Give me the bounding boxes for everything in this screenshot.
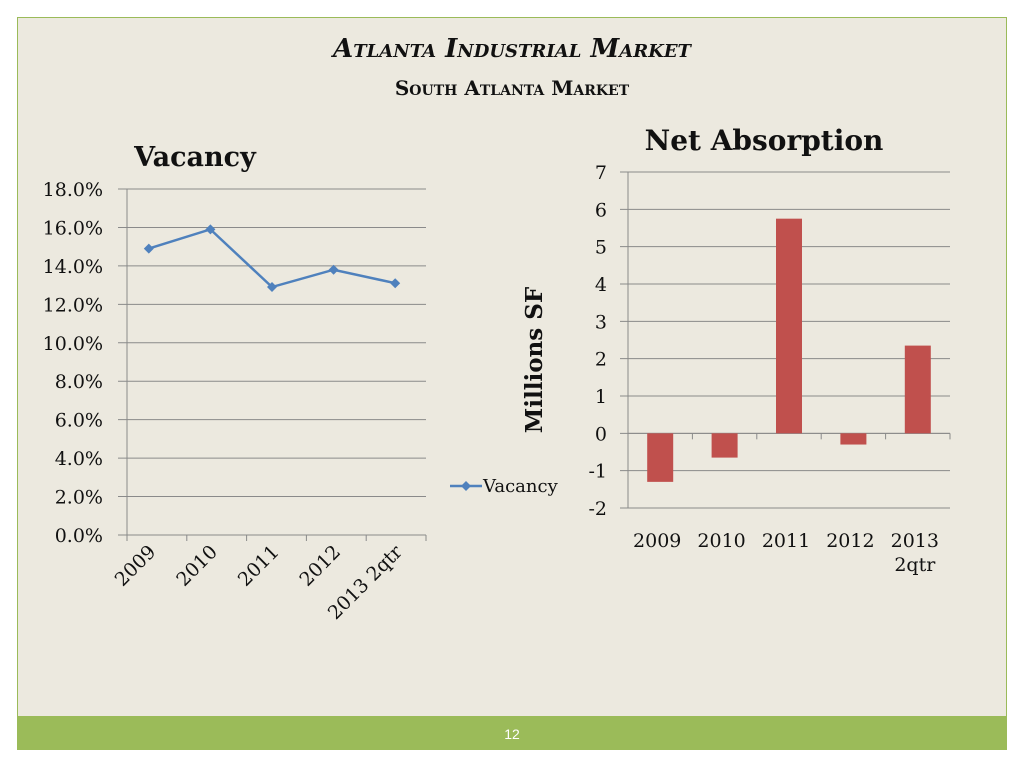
page-number: 12	[504, 726, 520, 742]
absorption-y-axis-label: Millions SF	[521, 286, 548, 433]
absorption-y-tick-label: 5	[595, 237, 607, 259]
absorption-x-tick-label: 2012	[826, 530, 874, 552]
vacancy-data-point	[205, 224, 216, 235]
absorption-y-tick-label: -2	[588, 498, 607, 520]
vacancy-data-point	[267, 282, 277, 293]
vacancy-data-point	[390, 278, 401, 289]
vacancy-chart-title: Vacancy	[133, 142, 257, 173]
vacancy-legend-label: Vacancy	[482, 476, 559, 497]
absorption-bar	[711, 433, 738, 458]
absorption-x-tick-label: 2013 2qtr	[891, 530, 939, 576]
vacancy-y-tick-label: 18.0%	[43, 179, 103, 201]
footer-bar: 12	[17, 716, 1007, 750]
vacancy-x-tick-label: 2011	[234, 541, 284, 591]
absorption-y-tick-label: 4	[595, 274, 607, 296]
absorption-y-tick-label: 0	[595, 423, 607, 445]
absorption-bar	[776, 218, 802, 434]
vacancy-data-point	[328, 264, 339, 275]
absorption-chart-title: Net Absorption	[645, 124, 884, 157]
absorption-y-tick-label: 2	[595, 349, 607, 371]
vacancy-series-line	[148, 227, 396, 289]
vacancy-y-tick-label: 4.0%	[55, 448, 103, 470]
absorption-y-tick-label: -1	[588, 461, 607, 483]
absorption-bar	[904, 345, 931, 434]
vacancy-y-tick-label: 6.0%	[55, 410, 103, 432]
slide-title: Atlanta Industrial Market	[333, 34, 691, 64]
vacancy-x-tick-label: 2009	[111, 541, 161, 591]
vacancy-y-tick-label: 2.0%	[55, 487, 103, 509]
absorption-y-tick-label: 1	[595, 386, 607, 408]
absorption-bar	[840, 433, 867, 445]
vacancy-y-tick-label: 10.0%	[43, 333, 103, 355]
absorption-x-tick-label: 2011	[762, 530, 810, 552]
slide-subtitle: South Atlanta Market	[394, 76, 630, 100]
vacancy-y-tick-label: 0.0%	[55, 525, 103, 547]
vacancy-legend-marker	[461, 481, 471, 491]
absorption-x-tick-label: 2009	[633, 530, 681, 552]
vacancy-y-tick-label: 8.0%	[55, 371, 103, 393]
absorption-bar	[647, 433, 674, 482]
absorption-x-tick-label: 2010	[697, 530, 745, 552]
vacancy-data-point	[143, 243, 154, 254]
vacancy-y-tick-label: 14.0%	[43, 256, 103, 278]
vacancy-x-tick-label: 2010	[172, 541, 222, 591]
absorption-y-tick-label: 6	[595, 199, 607, 221]
vacancy-y-tick-label: 16.0%	[43, 217, 103, 239]
absorption-y-tick-label: 7	[595, 162, 607, 184]
slide-background	[17, 17, 1007, 750]
vacancy-y-tick-label: 12.0%	[43, 294, 103, 316]
vacancy-x-tick-label: 2012	[295, 541, 345, 591]
absorption-y-tick-label: 3	[595, 311, 607, 333]
